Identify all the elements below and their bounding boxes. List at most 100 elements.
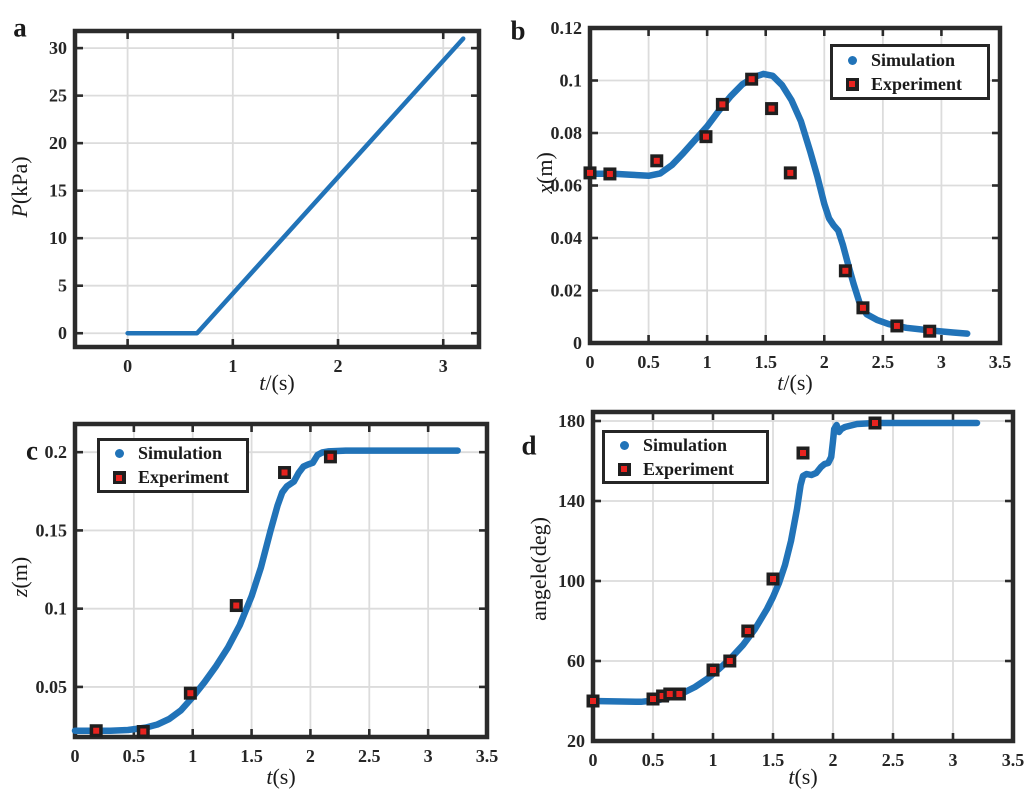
y-tick-label: 0.2 (45, 442, 68, 462)
simulation-dot-icon (619, 440, 629, 450)
x-tick-label: 2.5 (358, 746, 381, 766)
y-tick-label: 0.08 (551, 123, 583, 143)
legend-experiment-label: Experiment (871, 73, 962, 94)
gridlines (75, 31, 479, 347)
experiment-points (583, 72, 937, 338)
y-tick-label: 0.12 (551, 18, 583, 38)
x-tick-label: 1.5 (754, 352, 777, 372)
tick-labels: 0 0.5 1 1.5 2 2.5 3 3.5 0.05 0.1 0.15 0.2 (36, 442, 499, 766)
tick-marks (591, 412, 1015, 743)
tick-marks (588, 26, 1002, 345)
ylabel-c: z(m) (7, 556, 32, 598)
x-tick-label: 1 (703, 352, 712, 372)
ylabel-d: angele(deg) (526, 517, 551, 621)
simulation-line (589, 419, 981, 706)
simulation-line (71, 447, 461, 734)
tick-marks (75, 31, 479, 347)
x-tick-label: 1.5 (762, 750, 785, 770)
y-tick-label: 0 (573, 333, 582, 353)
experiment-square-icon (617, 462, 631, 476)
x-tick-label: 2.5 (882, 750, 905, 770)
x-tick-label: 3.5 (1002, 750, 1025, 770)
y-tick-label: 60 (567, 651, 585, 671)
experiment-points (586, 416, 882, 708)
x-tick-label: 0 (123, 356, 132, 376)
simulation-dot-icon (847, 55, 857, 65)
x-tick-label: 3 (439, 356, 448, 376)
y-tick-label: 15 (49, 181, 67, 201)
axes-frame (72, 28, 482, 350)
legend-panel-d: Simulation Experiment (602, 430, 769, 484)
legend-simulation-label: Simulation (643, 434, 728, 455)
x-tick-label: 0 (71, 746, 80, 766)
legend-item-experiment: Experiment (833, 73, 987, 96)
y-tick-label: 0.15 (36, 520, 68, 540)
tick-marks (73, 424, 489, 737)
legend-simulation-label: Simulation (871, 49, 956, 70)
x-tick-label: 3 (949, 750, 958, 770)
x-tick-label: 1 (709, 750, 718, 770)
experiment-square-icon (112, 471, 126, 484)
x-tick-label: 2 (820, 352, 829, 372)
x-tick-label: 0 (589, 750, 598, 770)
y-tick-label: 10 (49, 228, 67, 248)
x-tick-label: 3 (937, 352, 946, 372)
x-tick-label: 3.5 (989, 352, 1012, 372)
panel-label-c: c (26, 435, 38, 466)
axes-frame (72, 421, 490, 740)
y-tick-label: 180 (558, 411, 585, 431)
simulation-line (125, 36, 466, 336)
legend-item-simulation: Simulation (100, 442, 246, 465)
x-tick-label: 1 (188, 746, 197, 766)
y-tick-label: 0.05 (36, 677, 68, 697)
xlabel-a: t/(s) (259, 370, 295, 395)
xlabel-b: t/(s) (777, 370, 813, 395)
legend-experiment-label: Experiment (138, 467, 229, 487)
x-tick-label: 2 (829, 750, 838, 770)
experiment-square-icon (845, 77, 859, 91)
xlabel-d: t(s) (788, 764, 818, 789)
x-tick-label: 0 (586, 352, 595, 372)
x-tick-label: 2.5 (872, 352, 895, 372)
x-tick-label: 1.5 (240, 746, 263, 766)
legend-item-simulation: Simulation (605, 434, 766, 457)
simulation-line (586, 70, 971, 337)
x-tick-label: 3 (424, 746, 433, 766)
legend-item-experiment: Experiment (100, 466, 246, 489)
ylabel-a: P(kPa) (7, 156, 32, 218)
legend-panel-b: Simulation Experiment (830, 44, 990, 100)
experiment-points (89, 450, 337, 739)
chart-panel-c: 0 0.5 1 1.5 2 2.5 3 3.5 0.05 0.1 0.15 0.2 (36, 421, 499, 766)
y-tick-label: 20 (49, 133, 67, 153)
x-tick-label: 2 (334, 356, 343, 376)
x-tick-label: 0.5 (123, 746, 146, 766)
xlabel-c: t(s) (266, 764, 296, 789)
y-tick-label: 100 (558, 571, 585, 591)
y-tick-label: 5 (58, 276, 67, 296)
legend-experiment-label: Experiment (643, 458, 734, 479)
x-tick-label: 2 (306, 746, 315, 766)
y-tick-label: 0.1 (45, 599, 68, 619)
y-tick-label: 25 (49, 86, 67, 106)
panel-label-a: a (13, 12, 27, 43)
y-tick-label: 20 (567, 731, 585, 751)
simulation-dot-icon (114, 449, 124, 458)
y-tick-label: 0.04 (551, 228, 583, 248)
ylabel-b: x(m) (532, 152, 557, 194)
y-tick-label: 140 (558, 491, 585, 511)
y-tick-label: 0.06 (551, 176, 583, 196)
x-tick-label: 3.5 (476, 746, 499, 766)
y-tick-label: 30 (49, 38, 67, 58)
tick-labels: 0 0.5 1 1.5 2 2.5 3 3.5 0 0.02 0.04 0.06 0.08 0.1 0.12 (551, 18, 1012, 372)
x-tick-label: 0.5 (642, 750, 665, 770)
panel-label-d: d (521, 430, 537, 461)
x-tick-label: 0.5 (637, 352, 660, 372)
legend-simulation-label: Simulation (138, 443, 223, 463)
y-tick-label: 0.1 (560, 71, 583, 91)
x-tick-label: 1 (228, 356, 237, 376)
legend-panel-c: Simulation Experiment (97, 438, 249, 493)
axes-frame (590, 409, 1016, 744)
